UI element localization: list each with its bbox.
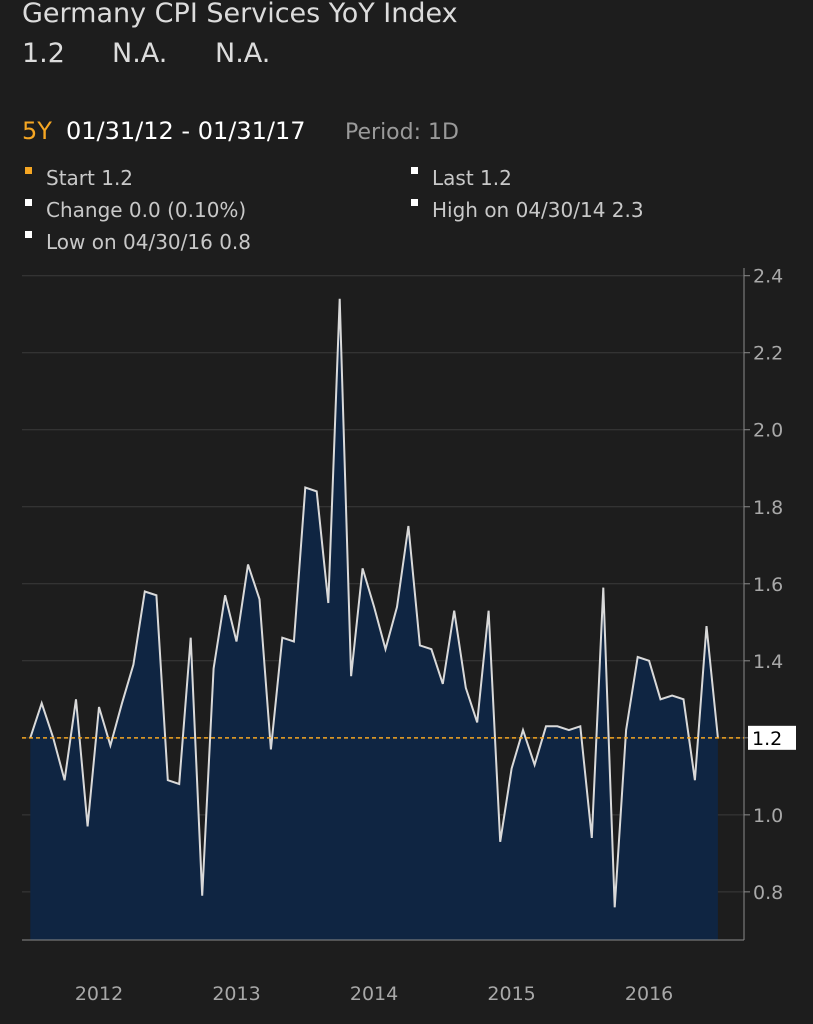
- reference-label: 1.2: [752, 728, 782, 750]
- quote-last: 1.2: [22, 38, 65, 69]
- stat-marker: [411, 199, 418, 206]
- y-tick-label: 2.4: [753, 266, 783, 288]
- stat-marker: [25, 199, 32, 206]
- area-fill: [30, 298, 718, 940]
- x-tick-label: 2015: [487, 983, 535, 1005]
- stat-text: Last 1.2: [432, 166, 512, 190]
- quote-pct-change: N.A.: [215, 38, 270, 69]
- y-tick-label: 2.0: [753, 420, 783, 442]
- reference-tag: [748, 725, 796, 750]
- range-label: 5Y: [22, 117, 52, 145]
- stat-marker: [411, 167, 418, 174]
- x-tick-label: 2013: [212, 983, 260, 1005]
- stat-text: Low on 04/30/16 0.8: [46, 230, 251, 254]
- y-tick-label: 1.6: [753, 574, 783, 596]
- stat-marker: [25, 167, 32, 174]
- y-tick-label: 1.0: [753, 805, 783, 827]
- y-tick-label: 1.4: [753, 651, 783, 673]
- stat-text: Start 1.2: [46, 166, 133, 190]
- y-tick-label: 2.2: [753, 343, 783, 365]
- data-line: [29, 298, 719, 908]
- x-tick-label: 2012: [75, 983, 123, 1005]
- x-tick-label: 2016: [625, 983, 673, 1005]
- period: Period: 1D: [345, 120, 459, 145]
- stat-text: High on 04/30/14 2.3: [432, 198, 644, 222]
- chart-title: Germany CPI Services YoY Index: [22, 0, 458, 29]
- date-range: 01/31/12 - 01/31/17: [66, 117, 306, 145]
- quote-change: N.A.: [112, 38, 167, 69]
- y-tick-label: 0.8: [753, 882, 783, 904]
- stat-marker: [25, 231, 32, 238]
- x-tick-label: 2014: [350, 983, 398, 1005]
- y-tick-label: 1.8: [753, 497, 783, 519]
- stat-text: Change 0.0 (0.10%): [46, 198, 246, 222]
